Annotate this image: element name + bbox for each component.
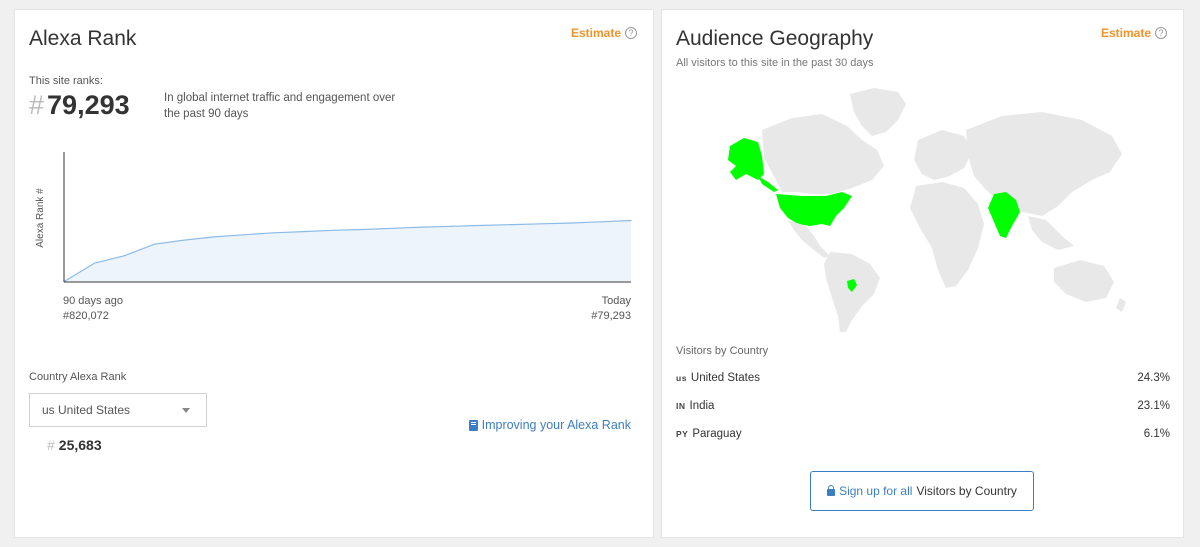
chevron-down-icon (182, 408, 190, 413)
chart-point-5 (213, 236, 215, 238)
flag-icon: PY (676, 429, 689, 439)
country-select[interactable]: us United States (29, 393, 207, 427)
hash-icon: # (47, 437, 55, 453)
map-australia (1054, 260, 1114, 302)
list-item: us United States 24.3% (676, 369, 1170, 387)
estimate-text: Estimate (570, 26, 621, 40)
signup-link-text: Sign up for all (839, 484, 913, 498)
chart-point-1 (94, 262, 96, 264)
flag-icon: IN (676, 401, 686, 411)
chart-points (64, 219, 632, 282)
end-value: #79,293 (591, 310, 631, 322)
signup-rest-text: Visitors by Country (916, 484, 1017, 498)
chart-point-17 (570, 222, 573, 224)
map-canada (762, 114, 884, 194)
chart-end-label: Today #79,293 (591, 294, 631, 324)
chart-point-8 (302, 230, 304, 233)
map-alaska[interactable] (728, 138, 764, 180)
chart-point-14 (481, 224, 483, 227)
world-map (728, 88, 1126, 332)
start-label: 90 days ago (63, 295, 123, 307)
map-united-states[interactable] (776, 192, 852, 226)
signup-button[interactable]: Sign up for all Visitors by Country (810, 471, 1034, 511)
country-name: United States (690, 372, 760, 384)
panel-title: Audience Geography (676, 27, 874, 50)
global-rank: #79,293 (29, 90, 130, 121)
country-entry: us United States (676, 372, 760, 384)
chart-point-12 (421, 226, 424, 228)
country-select-value: us United States (42, 403, 131, 417)
end-label: Today (601, 295, 631, 307)
map-paraguay[interactable] (847, 279, 857, 292)
map-europe (914, 130, 972, 180)
visitors-by-country-label: Visitors by Country (676, 345, 769, 357)
map-mexico (788, 220, 830, 258)
chart-point-0 (64, 280, 66, 282)
map-southeast-asia (1028, 216, 1074, 250)
country-percent: 24.3% (1137, 372, 1170, 384)
list-item: PY Paraguay 6.1% (676, 425, 1170, 443)
improve-rank-link[interactable]: Improving your Alexa Rank (468, 418, 631, 432)
panel-subtitle: All visitors to this site in the past 30… (676, 57, 874, 69)
chart-point-18 (600, 221, 602, 223)
lock-icon (827, 485, 836, 496)
country-name: India (689, 400, 715, 412)
book-icon (468, 419, 478, 431)
map-asia (966, 112, 1122, 216)
hash-icon: # (29, 90, 45, 120)
country-entry: IN India (676, 400, 714, 412)
y-axis-label: Alexa Rank # (35, 188, 46, 248)
ranks-label: This site ranks: (29, 75, 103, 87)
country-rank-label: Country Alexa Rank (29, 371, 127, 383)
country-percent: 23.1% (1137, 400, 1170, 412)
improve-link-text: Improving your Alexa Rank (481, 418, 631, 432)
chart-point-13 (451, 225, 453, 227)
chart-point-6 (243, 234, 245, 236)
map-greenland (850, 88, 906, 136)
global-rank-value: 79,293 (47, 90, 130, 120)
map-africa (910, 182, 984, 288)
start-value: #820,072 (63, 310, 109, 322)
panel-title: Alexa Rank (29, 27, 137, 50)
chart-point-3 (153, 243, 155, 245)
country-entry: PY Paraguay (676, 428, 742, 440)
chart-point-15 (511, 224, 513, 226)
alexa-rank-panel: Estimate ? Alexa Rank This site ranks: #… (14, 9, 654, 538)
chart-line (64, 219, 632, 282)
chart-point-2 (123, 255, 126, 257)
flag-icon: us (676, 373, 687, 383)
country-rank-value: 25,683 (58, 437, 102, 453)
chart-point-4 (183, 239, 185, 241)
map-alaska-peninsula (758, 176, 778, 192)
estimate-label[interactable]: Estimate ? (571, 26, 637, 40)
list-item: IN India 23.1% (676, 397, 1170, 415)
country-percent: 6.1% (1143, 428, 1170, 440)
help-icon[interactable]: ? (625, 27, 637, 39)
chart-point-19 (630, 219, 632, 222)
chart-point-10 (362, 228, 364, 231)
map-india[interactable] (988, 192, 1020, 238)
estimate-text: Estimate (1100, 26, 1151, 40)
chart-point-16 (541, 223, 543, 225)
chart-start-label: 90 days ago #820,072 (63, 294, 123, 324)
estimate-label[interactable]: Estimate ? (1101, 26, 1167, 40)
chart-point-11 (392, 227, 394, 229)
rank-description: In global internet traffic and engagemen… (164, 92, 396, 120)
help-icon[interactable]: ? (1155, 27, 1167, 39)
rank-chart: Alexa Rank # (35, 152, 632, 283)
chart-area (65, 220, 631, 281)
audience-geography-panel: Estimate ? Audience Geography All visito… (661, 9, 1184, 538)
country-name: Paraguay (692, 428, 742, 440)
country-rank: #25,683 (47, 437, 102, 453)
map-new-zealand (1116, 298, 1126, 312)
chart-point-7 (272, 232, 275, 234)
chart-point-9 (332, 229, 334, 231)
